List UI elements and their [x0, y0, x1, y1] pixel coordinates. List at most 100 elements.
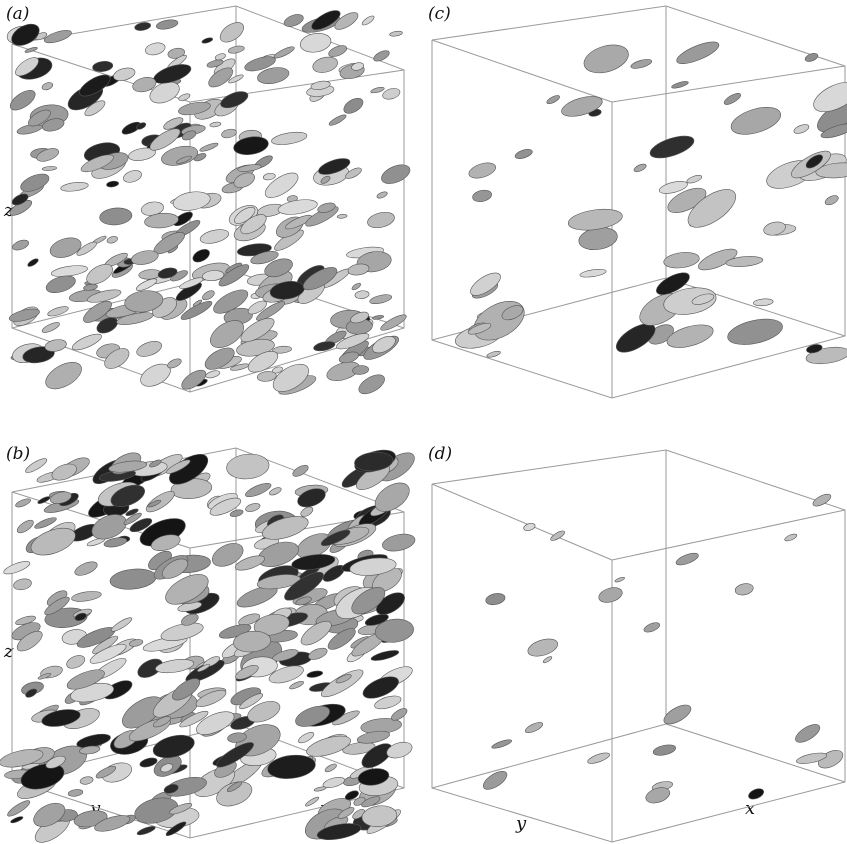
vortex-blob — [83, 300, 112, 323]
vortex-blob — [313, 786, 327, 792]
vortex-blob — [468, 162, 497, 179]
vortex-blob — [181, 613, 199, 626]
vortex-blob — [381, 164, 411, 184]
cube-frame-d — [431, 449, 846, 843]
vortex-blob — [344, 790, 359, 801]
vortex-blob — [7, 800, 31, 817]
vortex-blob — [199, 142, 219, 152]
vortex-blob — [169, 454, 209, 485]
vortex-blob — [262, 172, 276, 181]
vortex-blob — [170, 270, 188, 282]
vortex-blob — [181, 130, 197, 141]
vortex-blob — [202, 270, 225, 281]
vortex-blob — [470, 272, 501, 296]
vortex-blob — [41, 82, 54, 91]
vortex-blob — [27, 258, 39, 267]
vortex-blob — [546, 95, 560, 105]
vortex-blob — [179, 277, 204, 289]
vortex-blob — [235, 664, 259, 680]
vortex-blob — [308, 647, 328, 660]
vortex-blob — [336, 214, 348, 219]
vortex-blob — [321, 669, 364, 698]
vortex-blob — [753, 298, 774, 307]
vortex-blob — [153, 716, 171, 728]
vortex-blob — [264, 172, 299, 198]
vortex-blob — [66, 655, 86, 669]
vortex-blob — [234, 555, 265, 571]
vortex-blob — [345, 167, 362, 179]
vortex-blob — [103, 537, 128, 548]
vortex-blob — [257, 67, 290, 84]
vortex-blob — [328, 114, 347, 126]
vortex-blob — [74, 612, 87, 621]
vortex-blob — [239, 693, 264, 710]
vortex-blob — [300, 620, 332, 646]
vortex-blob — [28, 109, 51, 127]
vortex-blob — [237, 164, 262, 172]
vortex-blob — [208, 67, 234, 88]
vortex-blob — [354, 451, 394, 472]
vortex-blob — [805, 154, 823, 169]
vortex-blob — [44, 339, 67, 352]
vortex-blob — [178, 101, 211, 116]
vortex-blob — [37, 496, 51, 504]
vortex-blob — [763, 221, 786, 236]
vortex-blob — [45, 755, 66, 769]
vortex-blob — [300, 506, 314, 517]
vortex-blob — [361, 15, 375, 26]
vortex-blob — [125, 508, 139, 516]
vortex-blob — [111, 617, 133, 632]
vortex-blob — [149, 128, 181, 151]
panel-a — [6, 5, 411, 395]
vortex-blob — [630, 59, 653, 69]
vortex-blob — [201, 37, 213, 44]
vortex-blob — [47, 306, 69, 317]
vortex-blob — [66, 669, 105, 690]
vortex-blob — [147, 499, 162, 508]
vortex-blob — [324, 763, 337, 773]
vortex-blob — [233, 630, 272, 653]
vortex-blob — [598, 587, 623, 603]
vortex-blob — [298, 732, 315, 744]
vortex-blob — [206, 59, 224, 68]
vortex-blob — [725, 256, 764, 267]
vortex-blob — [25, 688, 38, 698]
vortex-blob — [94, 815, 131, 832]
vortex-blob — [316, 823, 362, 840]
vortex-blob — [370, 650, 400, 661]
vortex-blob — [391, 708, 408, 721]
vortex-blob — [25, 458, 48, 473]
vortex-blob — [361, 796, 381, 808]
vortex-blob — [820, 123, 847, 139]
vortex-blob — [583, 44, 629, 74]
vortex-blob — [320, 175, 331, 184]
vortex-blob — [796, 752, 828, 764]
vortex-blob — [691, 293, 715, 305]
vortex-blob — [89, 643, 127, 664]
vortex-blob — [615, 323, 656, 353]
vortex-blob — [155, 19, 179, 30]
vortex-blob — [41, 709, 81, 727]
vortex-blob — [197, 664, 210, 672]
vortex-blob — [51, 463, 78, 481]
vortex-blob — [86, 263, 113, 285]
vortex-blob — [351, 282, 361, 291]
vortex-blob — [283, 14, 304, 27]
vortex-blob — [328, 45, 348, 57]
vortex-blob — [804, 53, 819, 62]
vortex-blob — [129, 639, 144, 647]
vortex-blob — [99, 207, 133, 226]
vortex-blob — [247, 300, 267, 315]
vortex-blob — [213, 289, 249, 314]
vortex-blob — [351, 62, 364, 71]
vortex-blob — [134, 22, 151, 31]
vortex-blob — [228, 74, 244, 84]
vortex-blob — [0, 749, 44, 768]
panel-d — [431, 449, 846, 843]
vortex-blob — [167, 358, 182, 369]
vortex-blob — [135, 278, 158, 291]
vortex-blob — [297, 488, 326, 508]
vortex-blob — [734, 583, 754, 596]
vortex-blob — [218, 264, 250, 287]
vortex-blob — [350, 311, 369, 324]
